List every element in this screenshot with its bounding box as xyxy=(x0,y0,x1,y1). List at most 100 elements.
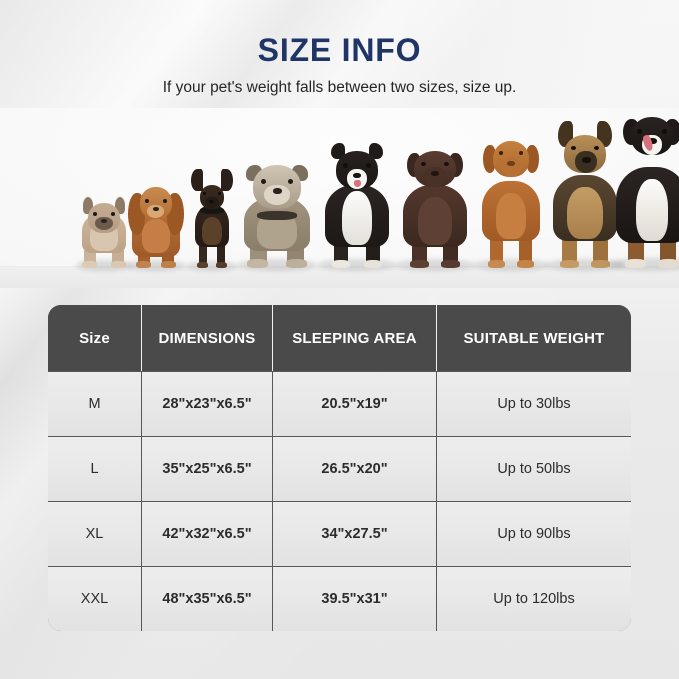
dog-chest xyxy=(342,191,372,245)
dog-tongue xyxy=(354,180,361,187)
dog-nose xyxy=(431,171,439,176)
page-subtitle: If your pet's weight falls between two s… xyxy=(162,79,517,97)
dog-snout xyxy=(95,217,113,230)
table-row: XL 42"x32"x6.5" 34"x27.5" Up to 90lbs xyxy=(48,501,631,566)
dog-eye xyxy=(499,151,503,155)
dog-paw xyxy=(488,260,505,268)
cell-sleeping-area: 39.5"x31" xyxy=(273,566,437,631)
page-title: SIZE INFO xyxy=(257,32,422,68)
cell-sleeping-area: 34"x27.5" xyxy=(273,501,437,566)
dog-collar xyxy=(200,207,224,214)
dog-eye xyxy=(662,129,667,134)
dog-paw xyxy=(286,259,307,268)
dog-eye xyxy=(343,163,348,168)
dog-paw xyxy=(111,261,126,268)
cell-sleeping-area: 26.5"x20" xyxy=(273,436,437,501)
cell-size: L xyxy=(48,436,142,501)
column-header-size: Size xyxy=(48,305,142,371)
dog-nose xyxy=(648,138,657,144)
dog-snout xyxy=(347,169,367,189)
dog-nose xyxy=(353,173,361,178)
dog-shadow xyxy=(317,259,397,271)
dog-shadow xyxy=(126,260,186,271)
dog-ear xyxy=(115,197,125,214)
dog-eye xyxy=(519,151,523,155)
dog-eye xyxy=(288,179,293,184)
dog-chest xyxy=(418,197,452,245)
dog-shadow xyxy=(76,260,132,271)
column-header-sleeping-area: SLEEPING AREA xyxy=(273,305,437,371)
dog-paw xyxy=(591,260,610,268)
dog-paw xyxy=(136,261,151,268)
dog-eye xyxy=(637,129,642,134)
dog-paw xyxy=(161,261,176,268)
dog-snout xyxy=(501,157,521,177)
dog-paw xyxy=(332,260,350,268)
dog-shadow xyxy=(473,259,549,271)
dog-snout xyxy=(147,205,164,218)
dog-eye xyxy=(93,212,97,216)
page-header: SIZE INFO If your pet's weight falls bet… xyxy=(0,0,679,98)
dog-eye xyxy=(163,199,167,203)
dog-paw xyxy=(216,262,227,268)
dog-cavalier-king-charles-spaniel xyxy=(126,175,186,271)
dog-paw xyxy=(517,260,534,268)
dog-english-bulldog xyxy=(237,159,317,271)
column-header-dimensions: DIMENSIONS xyxy=(142,305,273,371)
cell-dimensions: 28"x23"x6.5" xyxy=(142,371,273,436)
dog-nose xyxy=(507,161,515,166)
dog-shadow xyxy=(395,259,475,271)
dog-bernese-mountain-dog xyxy=(609,111,679,271)
table-header-row: Size DIMENSIONS SLEEPING AREA SUITABLE W… xyxy=(48,305,631,371)
cell-size: M xyxy=(48,371,142,436)
dog-snout xyxy=(264,185,290,205)
dog-snout xyxy=(424,167,446,187)
dog-eye xyxy=(594,146,599,150)
cell-dimensions: 35"x25"x6.5" xyxy=(142,436,273,501)
dog-paw xyxy=(247,259,268,268)
dog-nose xyxy=(209,200,214,203)
dog-ear xyxy=(191,169,203,191)
dog-shadow xyxy=(186,261,238,271)
dog-vizsla xyxy=(473,131,549,271)
photo-floor xyxy=(0,267,679,288)
cell-dimensions: 42"x32"x6.5" xyxy=(142,501,273,566)
dog-chest xyxy=(567,187,603,239)
column-header-suitable-weight: SUITABLE WEIGHT xyxy=(437,305,631,371)
dog-eye xyxy=(111,212,115,216)
dog-leg xyxy=(217,237,225,267)
cell-size: XL xyxy=(48,501,142,566)
dog-leg xyxy=(199,237,207,267)
cell-suitable-weight: Up to 50lbs xyxy=(437,436,631,501)
cell-size: XXL xyxy=(48,566,142,631)
dog-eye xyxy=(261,179,266,184)
table-row: XXL 48"x35"x6.5" 39.5"x31" Up to 120lbs xyxy=(48,566,631,631)
dog-paw xyxy=(197,262,208,268)
dog-eye xyxy=(145,199,149,203)
dog-paw xyxy=(625,259,646,268)
dog-eye xyxy=(218,192,221,195)
dog-paw xyxy=(658,259,679,268)
dog-nose xyxy=(273,188,282,194)
dog-eye xyxy=(421,162,426,166)
dog-chocolate-labrador xyxy=(395,143,475,271)
dog-nose xyxy=(153,207,159,211)
dog-eye xyxy=(571,146,576,150)
cell-suitable-weight: Up to 120lbs xyxy=(437,566,631,631)
table-row: M 28"x23"x6.5" 20.5"x19" Up to 30lbs xyxy=(48,371,631,436)
dog-paw xyxy=(364,260,382,268)
dog-ear xyxy=(369,143,383,159)
dog-eye xyxy=(203,192,206,195)
dog-french-bulldog xyxy=(76,195,132,271)
dog-chest xyxy=(142,219,170,253)
table-row: L 35"x25"x6.5" 26.5"x20" Up to 50lbs xyxy=(48,436,631,501)
dog-paw xyxy=(560,260,579,268)
dog-eye xyxy=(444,162,449,166)
cell-suitable-weight: Up to 90lbs xyxy=(437,501,631,566)
dog-paw xyxy=(441,260,460,268)
dog-paw xyxy=(410,260,429,268)
dog-collar xyxy=(257,211,297,220)
table-body: M 28"x23"x6.5" 20.5"x19" Up to 30lbs L 3… xyxy=(48,371,631,631)
table-header: Size DIMENSIONS SLEEPING AREA SUITABLE W… xyxy=(48,305,631,371)
